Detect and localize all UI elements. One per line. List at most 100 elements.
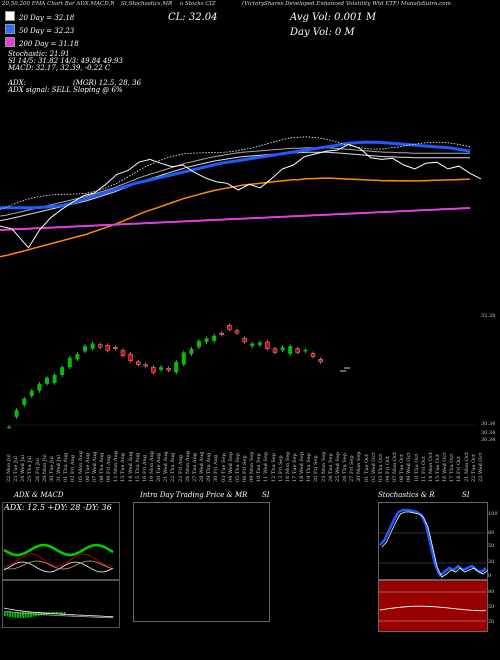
candle-body <box>37 383 42 391</box>
candle-body <box>45 377 49 384</box>
macd-histogram-bar <box>50 612 53 615</box>
stochastic-text: Stochastic: 21.91 <box>8 50 70 58</box>
stoch-title: Stochastics & R <box>378 491 435 499</box>
price-axis-1: 30.34 <box>481 421 496 427</box>
macd-histogram-bar <box>9 612 11 617</box>
day-volume: Day Vol: 0 M <box>290 27 355 38</box>
candle-body <box>250 343 255 347</box>
candle-body <box>295 348 300 353</box>
rsi-axis-80: 80 <box>488 589 495 595</box>
candle-body <box>288 346 293 355</box>
macd-histogram-bar <box>30 612 32 618</box>
macd-histogram-bar <box>17 612 19 618</box>
candle-body <box>272 348 278 353</box>
macd-histogram-bar <box>11 612 14 618</box>
gray-ma-line-2 <box>0 151 470 222</box>
stoch-k-line <box>379 508 487 577</box>
rsi-axis-20: 20 <box>488 619 495 625</box>
candle-body <box>22 398 27 405</box>
price-axis-3: 30.34 <box>481 437 496 443</box>
macd-histogram-bar <box>40 612 43 616</box>
candle-body <box>151 366 156 373</box>
avg-volume: Avg Vol: 0.001 M <box>290 12 377 23</box>
macd-histogram-bar <box>53 612 56 615</box>
ema200-line <box>0 207 471 231</box>
candle-body <box>83 346 87 352</box>
ema20-swatch-icon <box>5 11 15 21</box>
candle-body <box>67 357 72 368</box>
adx-macd-title: ADX & MACD <box>14 491 64 499</box>
candle-body <box>98 344 103 348</box>
candle-body <box>197 340 201 348</box>
candle-body <box>52 375 57 383</box>
ema50-line <box>0 140 471 210</box>
candle-body <box>29 390 34 396</box>
candle-body <box>280 347 285 351</box>
candle-body <box>234 330 240 334</box>
dotted-ma-line <box>0 136 471 210</box>
candle-body <box>265 341 270 349</box>
header-left: 20,50,200 EMA Chart Bar ADX,MACD,R <box>2 1 115 7</box>
macd-histogram-bar <box>19 612 22 618</box>
candle-body <box>75 354 80 360</box>
adx-line <box>3 561 114 573</box>
legend-ema200: 200 Day = 31.18 <box>5 37 79 48</box>
legend-ema50: 50 Day = 32.23 <box>5 24 74 35</box>
candle-body <box>174 361 179 373</box>
candle-body <box>105 344 110 351</box>
candle-body <box>242 338 247 343</box>
candle-body <box>318 359 323 363</box>
candle-body <box>189 348 194 355</box>
intraday-panel <box>133 502 270 622</box>
ema200-swatch-icon <box>5 37 15 47</box>
price-axis-top: 32.28 <box>481 313 496 319</box>
candle-body <box>227 325 232 330</box>
stoch-axis-80: 80 <box>488 530 495 536</box>
candle-body <box>113 347 118 349</box>
candle-body <box>90 343 95 349</box>
price-axis-2: 30.34 <box>481 430 496 436</box>
macd-histogram-bar <box>6 612 9 617</box>
macd-histogram-bar <box>56 612 58 615</box>
rsi-line <box>379 605 486 612</box>
candle-body <box>204 338 209 342</box>
candle-body <box>166 368 171 371</box>
candle-body <box>14 410 19 417</box>
macd-histogram-bar <box>24 612 27 618</box>
candle-body <box>212 335 217 341</box>
adx-plus-line <box>3 543 114 557</box>
candle-body <box>136 361 141 365</box>
orange-ma-line <box>0 177 471 258</box>
header-mid2: o Stocks CIZ <box>180 1 216 7</box>
price-line <box>0 143 482 249</box>
intraday-si-label: SI <box>262 491 270 499</box>
adx-values: (MGR) 12.5, 28, 36 <box>73 79 142 87</box>
adx-minus-line <box>3 553 114 567</box>
adx-line-2 <box>3 560 114 570</box>
stoch-axis-100: 100 <box>488 511 498 517</box>
macd-histogram-bar <box>61 612 63 615</box>
adx-label: ADX: <box>8 79 27 87</box>
close-price: CL: 32.04 <box>168 12 218 23</box>
stoch-axis-0: 0 <box>488 573 492 579</box>
macd-histogram-bar <box>37 612 40 616</box>
stoch-axis-20: 20 <box>488 559 495 565</box>
si-text: SI 14/5: 31.82 14/3: 49.84 49.93 <box>8 57 123 65</box>
rsi-axis-50: 50 <box>488 604 495 610</box>
macd-signal-line <box>3 610 114 619</box>
candle-body <box>120 350 126 356</box>
macd-histogram-bar <box>58 612 61 615</box>
adx-panel <box>2 502 120 580</box>
candle-body <box>181 352 186 365</box>
candle-body <box>303 349 308 352</box>
stoch-d-line <box>381 511 489 578</box>
candle-body <box>7 426 11 429</box>
macd-text: MACD: 32.17, 32.39, -0.22 C <box>8 64 111 72</box>
macd-histogram-bar <box>4 612 6 616</box>
candle-body <box>219 332 224 335</box>
macd-histogram-bar <box>63 612 66 615</box>
stoch-si-label: SI <box>462 491 470 499</box>
candle-body <box>128 353 133 362</box>
